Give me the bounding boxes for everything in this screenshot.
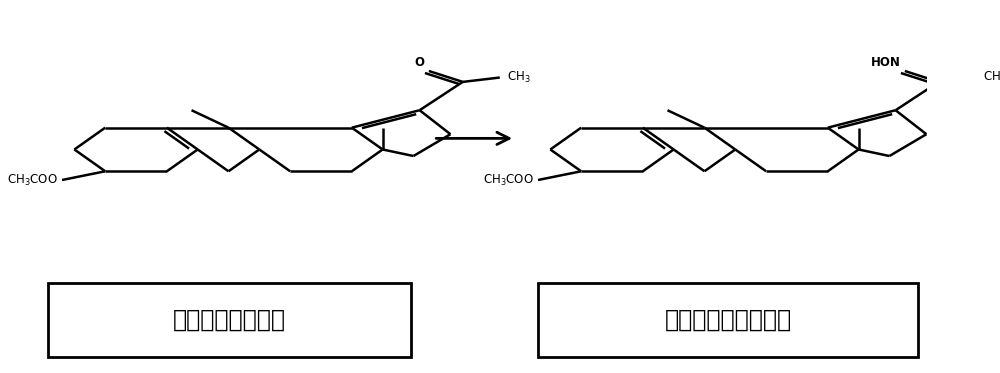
Text: CH$_3$: CH$_3$ xyxy=(507,70,531,85)
Text: 醋酸妊娠双烯醇酮: 醋酸妊娠双烯醇酮 xyxy=(173,308,286,332)
Text: HON: HON xyxy=(870,56,900,69)
Text: O: O xyxy=(414,56,424,69)
Text: CH$_3$COO: CH$_3$COO xyxy=(483,172,533,188)
Bar xyxy=(48,283,411,357)
Bar xyxy=(538,283,918,357)
Text: 醋酸妊娠双烯醇酮肟: 醋酸妊娠双烯醇酮肟 xyxy=(664,308,792,332)
Text: CH$_3$: CH$_3$ xyxy=(983,70,1000,85)
Text: CH$_3$COO: CH$_3$COO xyxy=(7,172,58,188)
